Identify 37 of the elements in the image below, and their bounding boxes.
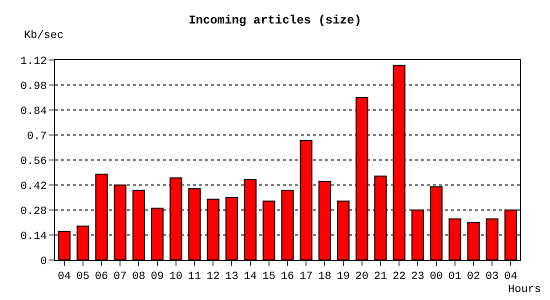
y-tick-label: 0.7 <box>26 130 47 143</box>
x-tick-label: 19 <box>336 271 350 284</box>
x-tick-label: 16 <box>280 271 294 284</box>
y-tick-label: 0.56 <box>20 156 47 168</box>
x-tick-label: 11 <box>188 271 202 284</box>
x-tick-label: 01 <box>448 271 462 284</box>
x-tick-label: 15 <box>262 271 276 284</box>
x-tick-label: 21 <box>374 271 388 284</box>
x-tick-label: 06 <box>94 271 108 284</box>
x-tick-label: 20 <box>355 271 368 284</box>
x-tick-label: 22 <box>392 271 406 284</box>
y-tick-label: 0 <box>40 256 47 268</box>
chart-title: Incoming articles (size) <box>188 13 362 28</box>
x-tick-label: 04 <box>504 271 518 284</box>
x-tick-label: 05 <box>76 271 90 284</box>
x-axis-title: Hours <box>508 284 542 296</box>
x-tick-label: 17 <box>300 271 313 284</box>
y-tick-label: 0.14 <box>20 230 48 243</box>
x-tick-label: 12 <box>206 271 220 284</box>
x-tick-label: 09 <box>150 271 164 284</box>
x-tick-label: 02 <box>466 271 480 284</box>
y-tick-label: 0.84 <box>20 106 48 118</box>
y-axis-title: Kb/sec <box>24 30 64 42</box>
x-tick-label: 13 <box>225 271 238 284</box>
x-tick-label: 23 <box>411 271 424 284</box>
y-tick-label: 0.98 <box>20 80 47 93</box>
x-tick-label: 03 <box>486 271 499 284</box>
x-tick-label: 14 <box>244 271 258 284</box>
x-tick-label: 10 <box>169 271 182 284</box>
y-tick-label: 1.12 <box>20 56 47 68</box>
y-tick-label: 0.28 <box>20 206 47 218</box>
x-tick-label: 18 <box>318 271 332 284</box>
x-tick-label: 08 <box>132 271 146 284</box>
x-tick-label: 00 <box>430 271 443 284</box>
x-tick-label: 04 <box>58 271 72 284</box>
x-tick-label: 07 <box>114 271 127 284</box>
y-tick-label: 0.42 <box>20 180 47 193</box>
